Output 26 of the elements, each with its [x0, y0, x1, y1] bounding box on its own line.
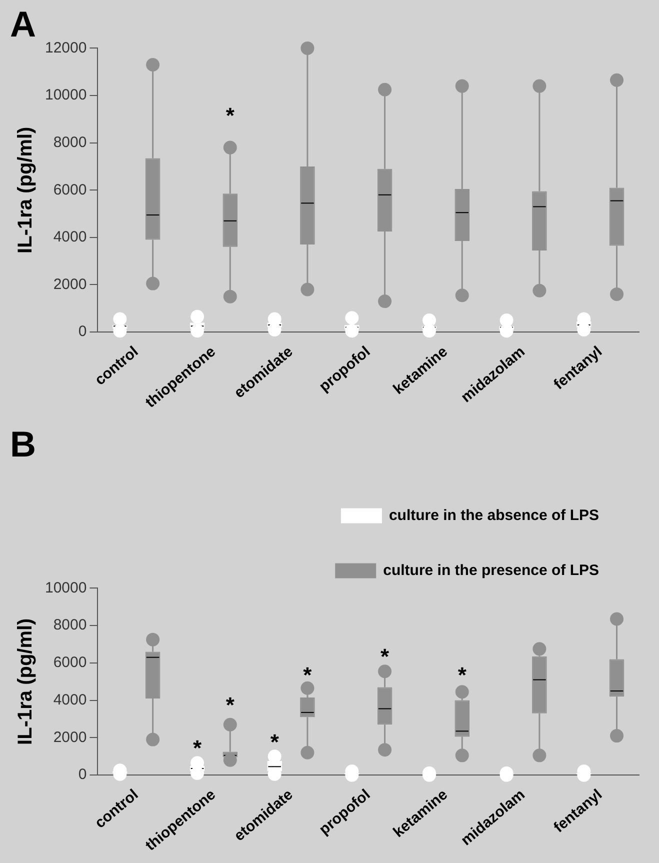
y-tick-label: 6000: [53, 654, 87, 672]
y-tick-label: 0: [78, 766, 87, 784]
legend-label: culture in the absence of LPS: [388, 506, 600, 524]
annotation: *: [270, 730, 280, 755]
annotation: *: [192, 735, 202, 760]
legend-label: culture in the presence of LPS: [383, 562, 600, 579]
y-tick-label: 0: [78, 323, 87, 340]
y-tick-label: 10000: [44, 86, 87, 104]
y-tick-label: 4000: [53, 691, 87, 708]
annotation: *: [458, 662, 467, 688]
y-axis-title: IL-1ra (pg/ml): [14, 126, 37, 254]
y-tick-label: 2000: [53, 728, 87, 746]
y-tick-label: 6000: [53, 181, 87, 198]
annotation: *: [226, 692, 235, 718]
y-tick-label: 2000: [53, 276, 87, 293]
y-tick-label: 10000: [44, 579, 87, 596]
annotation: *: [303, 662, 312, 688]
y-tick-label: 8000: [53, 616, 87, 634]
y-tick-label: 12000: [44, 39, 87, 56]
y-tick-label: 4000: [53, 228, 87, 246]
y-tick-label: 8000: [53, 134, 87, 151]
annotation: *: [226, 102, 235, 128]
chart-title: A: [10, 4, 36, 45]
y-axis-title: IL-1ra (pg/ml): [14, 618, 37, 745]
chart-title: B: [10, 424, 36, 465]
annotation: *: [380, 644, 390, 669]
